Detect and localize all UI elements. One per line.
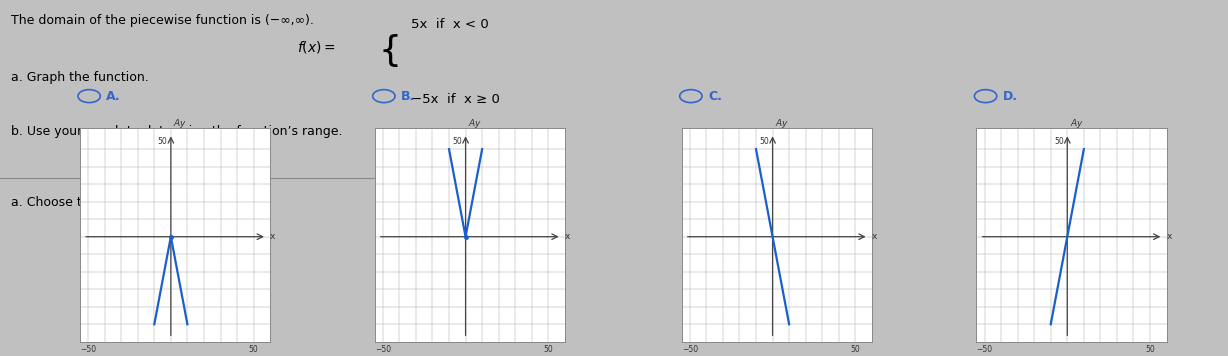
Text: D.: D. [1003,90,1018,103]
Text: $\mathit{Ay}$: $\mathit{Ay}$ [1070,117,1084,130]
Text: $\mathit{Ay}$: $\mathit{Ay}$ [775,117,790,130]
Text: 50: 50 [544,345,553,354]
Text: −50: −50 [682,345,698,354]
Text: $\{$: $\{$ [378,32,399,69]
Text: 50: 50 [1146,345,1154,354]
Text: 50: 50 [851,345,860,354]
Text: 50: 50 [249,345,258,354]
Text: A.: A. [107,90,122,103]
Text: $f(x) =$: $f(x) =$ [297,39,336,55]
Text: $\mathit{Ay}$: $\mathit{Ay}$ [468,117,483,130]
Text: x: x [872,232,877,241]
Text: B.: B. [402,90,415,103]
Text: a. Choose the correct graph below.: a. Choose the correct graph below. [11,196,230,209]
Text: 50: 50 [157,137,167,146]
Text: $\mathit{Ay}$: $\mathit{Ay}$ [173,117,188,130]
Text: x: x [565,232,570,241]
Text: x: x [270,232,275,241]
Text: C.: C. [709,90,722,103]
Text: ···: ··· [418,173,426,183]
Text: 50: 50 [452,137,462,146]
Text: The domain of the piecewise function is (−∞,∞).: The domain of the piecewise function is … [11,14,313,27]
Text: −50: −50 [80,345,96,354]
Text: a. Graph the function.: a. Graph the function. [11,71,149,84]
Text: 5x  if  x < 0: 5x if x < 0 [410,18,489,31]
Text: x: x [1167,232,1172,241]
Text: −5x  if  x ≥ 0: −5x if x ≥ 0 [410,93,500,106]
Text: −50: −50 [375,345,391,354]
Text: 50: 50 [759,137,769,146]
Text: 50: 50 [1054,137,1063,146]
Text: b. Use your graph to determine the function’s range.: b. Use your graph to determine the funct… [11,125,343,138]
Text: −50: −50 [976,345,992,354]
